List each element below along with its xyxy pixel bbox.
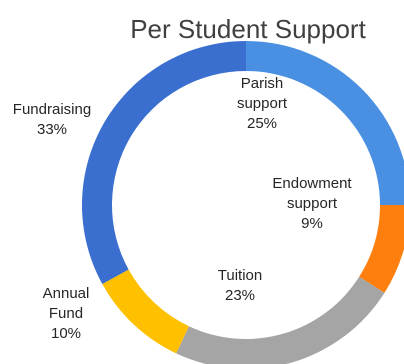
slices-group xyxy=(82,41,404,364)
chart-title: Per Student Support xyxy=(130,14,366,44)
slice-label-tuition: Tuition 23% xyxy=(218,267,262,304)
slice-tuition xyxy=(176,276,385,364)
slice-endowment-support xyxy=(359,205,404,293)
slice-label-annual-fund: Annual Fund 10% xyxy=(43,285,90,342)
slice-label-endowment-support: Endowment support 9% xyxy=(272,175,352,232)
slice-fundraising xyxy=(82,41,246,285)
slice-parish-support xyxy=(246,41,404,205)
slice-label-parish-support: Parish support 25% xyxy=(237,75,288,132)
labels-group: Parish support 25% Endowment support 9% Tuitio… xyxy=(13,75,353,342)
slice-label-fundraising: Fundraising 33% xyxy=(13,101,91,138)
slice-annual-fund xyxy=(102,269,189,354)
